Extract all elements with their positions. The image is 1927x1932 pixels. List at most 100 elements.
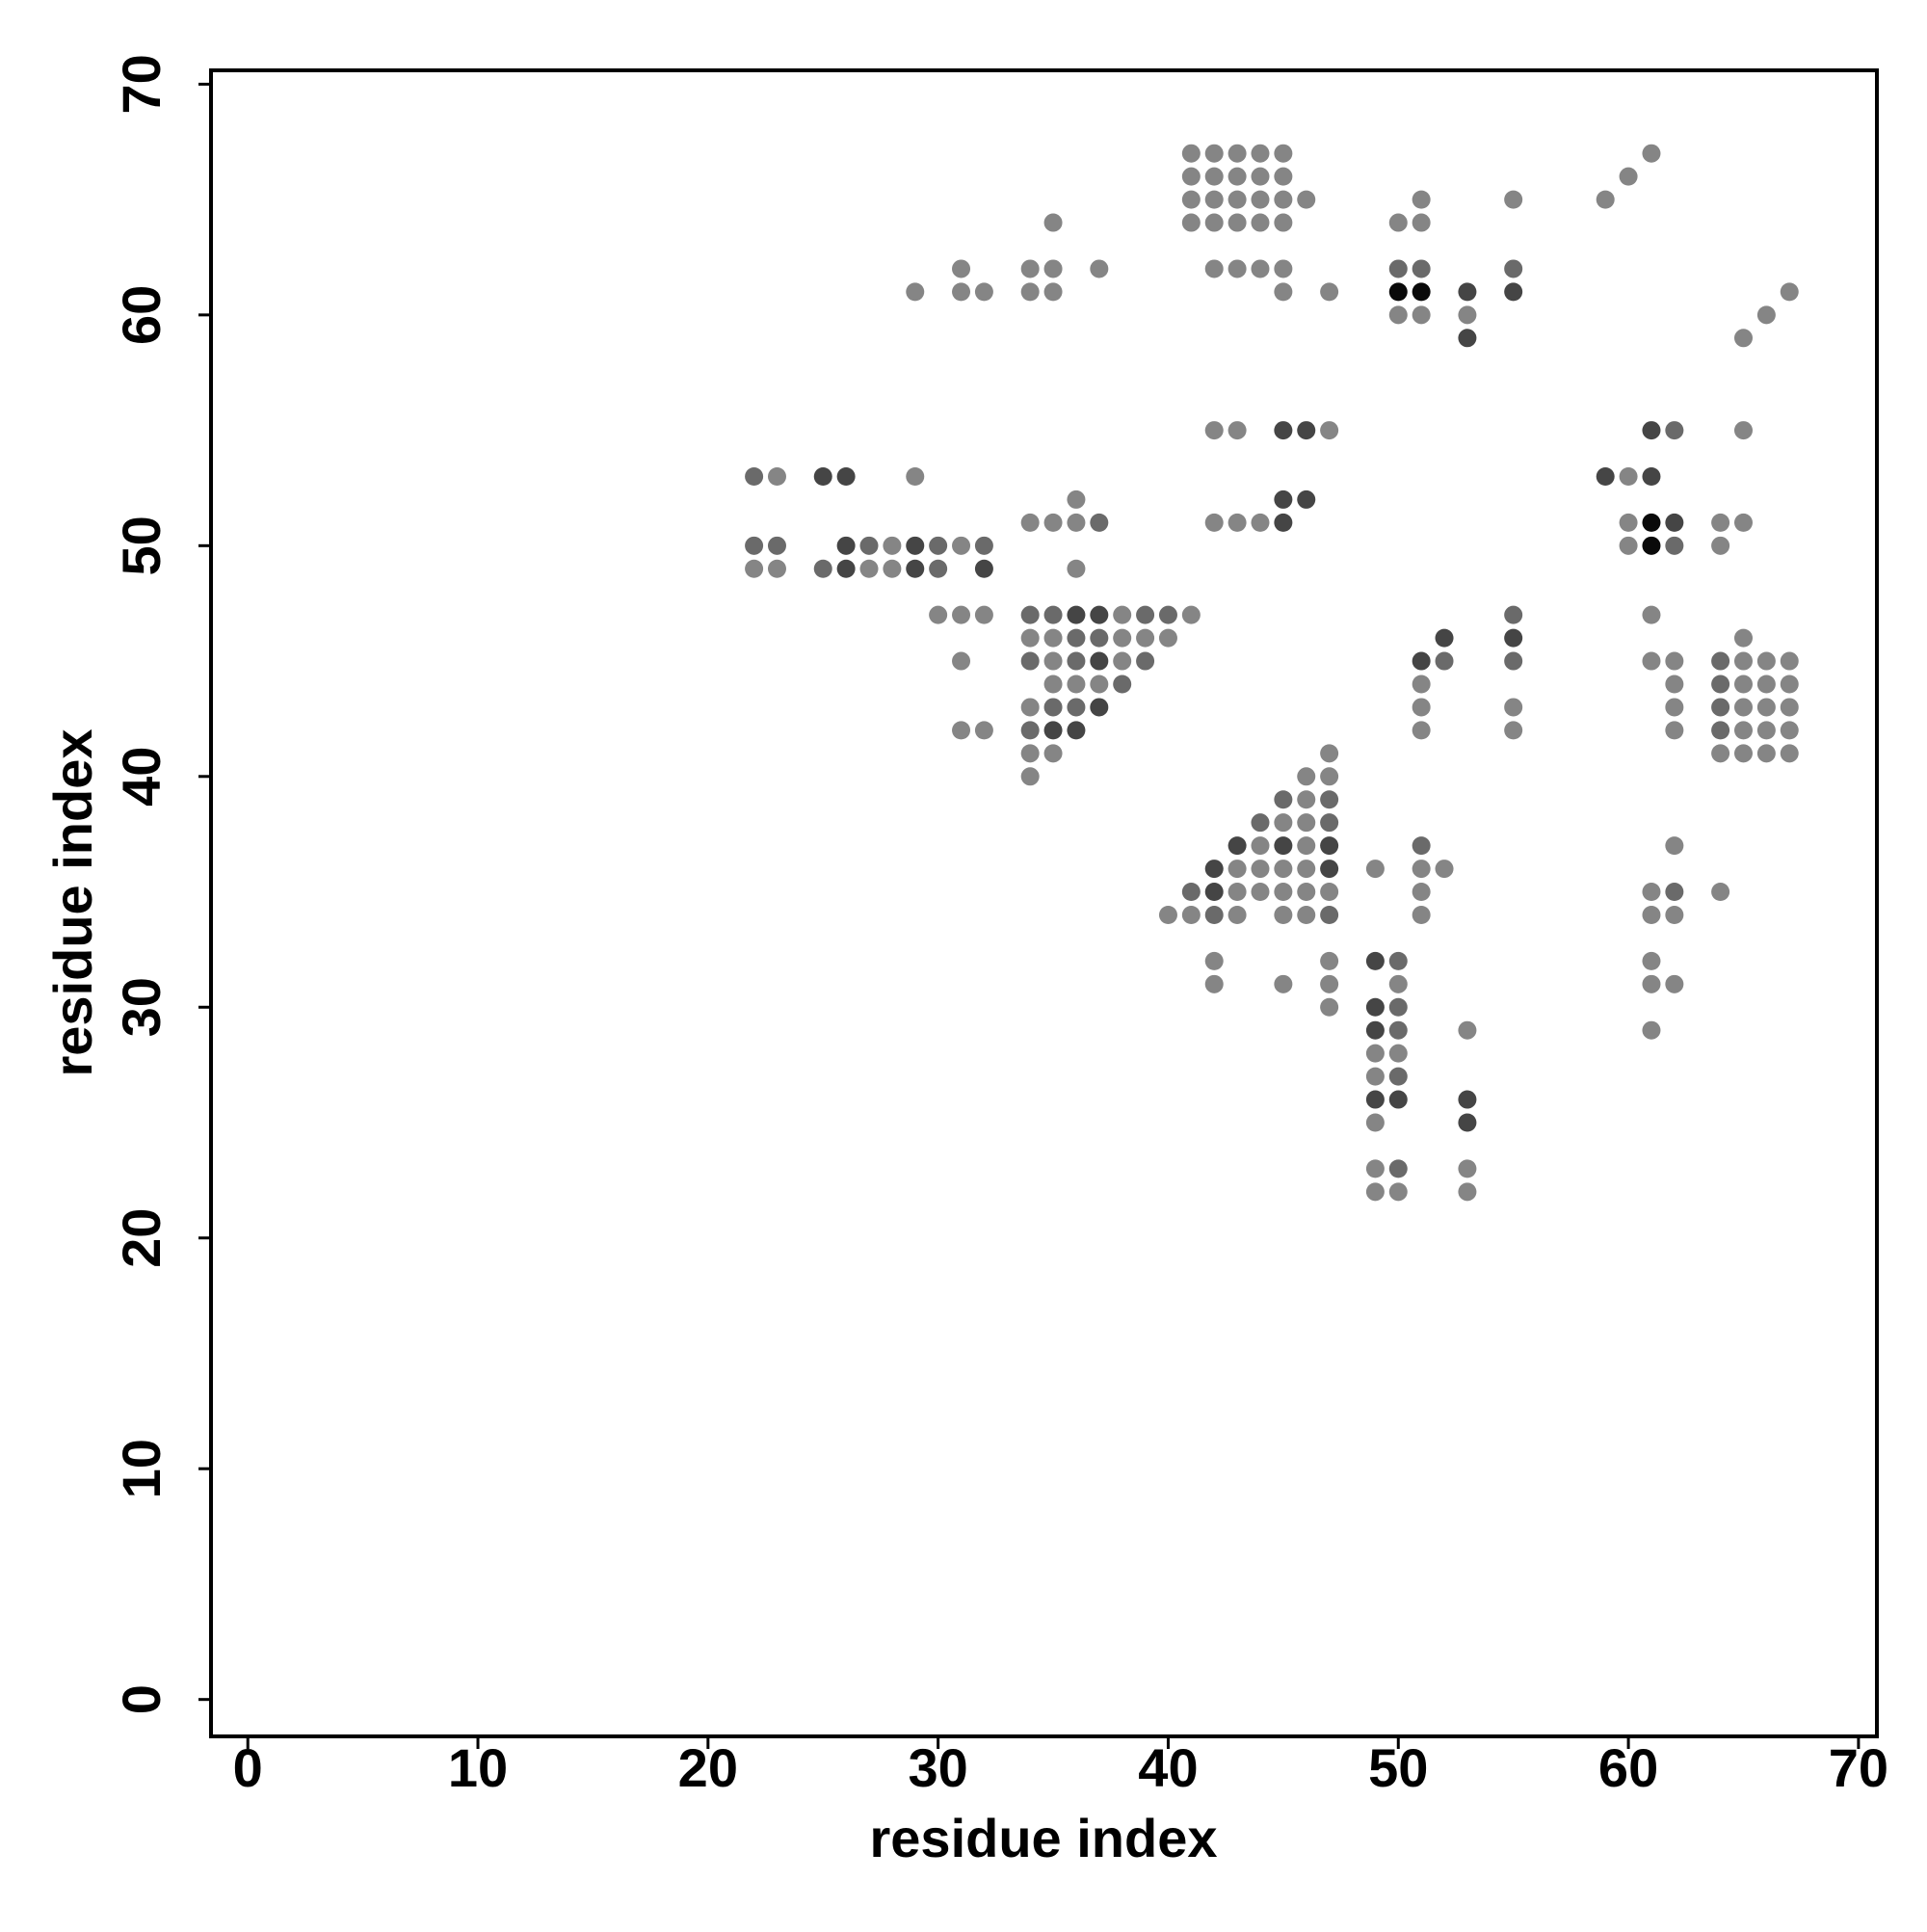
contact-point bbox=[906, 559, 925, 578]
contact-point bbox=[1158, 905, 1177, 924]
contact-point bbox=[1780, 282, 1799, 302]
contact-point bbox=[1204, 190, 1224, 209]
contact-point bbox=[1020, 605, 1040, 624]
contact-point bbox=[1251, 167, 1270, 186]
contact-point bbox=[1227, 421, 1247, 440]
contact-point bbox=[952, 282, 971, 302]
contact-point bbox=[1043, 213, 1063, 232]
contact-point bbox=[1642, 905, 1661, 924]
contact-point bbox=[1642, 883, 1661, 902]
contact-point bbox=[1365, 951, 1385, 970]
contact-point bbox=[1297, 836, 1316, 856]
contact-point bbox=[1435, 628, 1454, 648]
contact-point bbox=[1780, 698, 1799, 717]
contact-point bbox=[1504, 721, 1523, 740]
contact-point bbox=[1642, 974, 1661, 993]
contact-point bbox=[1412, 675, 1431, 694]
contact-point bbox=[1297, 790, 1316, 809]
contact-point bbox=[859, 559, 879, 578]
contact-point bbox=[1043, 721, 1063, 740]
contact-point bbox=[1642, 1020, 1661, 1040]
contact-point bbox=[1204, 860, 1224, 879]
contact-point bbox=[1274, 513, 1293, 532]
contact-point bbox=[974, 559, 993, 578]
x-tick-label: 30 bbox=[908, 1737, 967, 1798]
contact-point bbox=[1412, 651, 1431, 671]
contact-point bbox=[1504, 259, 1523, 278]
contact-point bbox=[1412, 860, 1431, 879]
contact-point bbox=[1711, 721, 1730, 740]
contact-point bbox=[1619, 167, 1638, 186]
contact-point bbox=[1204, 974, 1224, 993]
contact-point bbox=[952, 651, 971, 671]
contact-point bbox=[1227, 167, 1247, 186]
contact-point bbox=[906, 466, 925, 486]
contact-point bbox=[813, 466, 832, 486]
contact-point bbox=[745, 536, 764, 555]
contact-point bbox=[1274, 421, 1293, 440]
contact-point bbox=[1181, 190, 1201, 209]
contact-point bbox=[1458, 1113, 1477, 1132]
contact-point bbox=[1504, 628, 1523, 648]
contact-point bbox=[1711, 883, 1730, 902]
contact-point bbox=[1504, 190, 1523, 209]
contact-point bbox=[1365, 1044, 1385, 1063]
contact-point bbox=[1204, 421, 1224, 440]
y-tick-label: 40 bbox=[111, 747, 172, 807]
contact-point bbox=[1504, 605, 1523, 624]
contact-point bbox=[1733, 698, 1753, 717]
contact-point bbox=[1665, 836, 1684, 856]
contact-point bbox=[1251, 190, 1270, 209]
contact-point bbox=[1642, 605, 1661, 624]
contact-point bbox=[1274, 190, 1293, 209]
contact-point bbox=[1090, 628, 1109, 648]
contact-point bbox=[1274, 790, 1293, 809]
contact-point bbox=[1020, 721, 1040, 740]
contact-point bbox=[1320, 767, 1339, 786]
contact-point bbox=[1365, 997, 1385, 1017]
contact-point bbox=[906, 536, 925, 555]
contact-point bbox=[1365, 860, 1385, 879]
y-tick-label: 0 bbox=[111, 1684, 172, 1714]
contact-point bbox=[1251, 836, 1270, 856]
contact-point bbox=[1596, 466, 1615, 486]
contact-point bbox=[1665, 651, 1684, 671]
contact-point bbox=[1297, 905, 1316, 924]
contact-point bbox=[1365, 1182, 1385, 1202]
contact-point bbox=[1365, 1159, 1385, 1178]
contact-point bbox=[952, 605, 971, 624]
x-tick-label: 70 bbox=[1829, 1737, 1888, 1798]
y-tick-label: 70 bbox=[111, 54, 172, 114]
contact-point bbox=[1458, 305, 1477, 325]
contact-point bbox=[1251, 813, 1270, 833]
contact-point bbox=[859, 536, 879, 555]
contact-point bbox=[1642, 951, 1661, 970]
contact-point bbox=[1274, 883, 1293, 902]
contact-point bbox=[974, 721, 993, 740]
contact-point bbox=[1297, 860, 1316, 879]
contact-point bbox=[1388, 997, 1408, 1017]
contact-point bbox=[1136, 605, 1155, 624]
contact-point bbox=[1619, 536, 1638, 555]
contact-point bbox=[1665, 905, 1684, 924]
contact-point bbox=[929, 605, 948, 624]
contact-point bbox=[1365, 1067, 1385, 1086]
contact-point bbox=[1412, 721, 1431, 740]
contact-point bbox=[1297, 813, 1316, 833]
x-tick-label: 60 bbox=[1598, 1737, 1658, 1798]
contact-point bbox=[1020, 698, 1040, 717]
contact-point bbox=[767, 559, 786, 578]
contact-point bbox=[1274, 813, 1293, 833]
contact-point bbox=[1067, 675, 1086, 694]
contact-point bbox=[1665, 883, 1684, 902]
contact-point bbox=[974, 536, 993, 555]
y-tick-label: 30 bbox=[111, 977, 172, 1037]
contact-point bbox=[1388, 305, 1408, 325]
contact-point bbox=[1113, 651, 1132, 671]
x-axis-title: residue index bbox=[869, 1808, 1217, 1868]
contact-point bbox=[1458, 1090, 1477, 1109]
contact-point bbox=[1642, 421, 1661, 440]
contact-point bbox=[1274, 905, 1293, 924]
contact-point bbox=[1090, 651, 1109, 671]
contact-point bbox=[1665, 536, 1684, 555]
